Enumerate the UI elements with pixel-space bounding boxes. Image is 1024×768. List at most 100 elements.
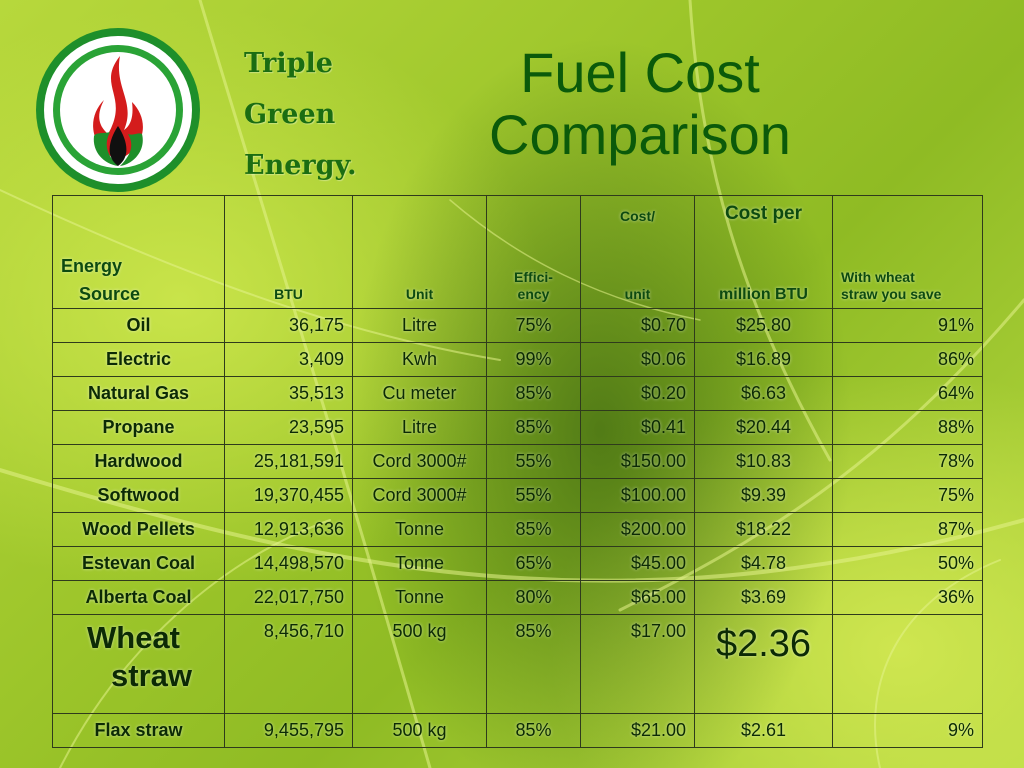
cell-btu: 35,513: [224, 376, 353, 411]
cell-savings: 75%: [832, 478, 983, 513]
cell-cost: $17.00: [580, 614, 695, 714]
header-efficiency: Effici-ency: [486, 195, 581, 309]
table-row: Hardwood 25,181,591 Cord 3000# 55% $150.…: [52, 444, 983, 479]
cell-unit: Tonne: [352, 512, 487, 547]
cell-btu: 25,181,591: [224, 444, 353, 479]
header-save-line-1: With wheat: [841, 269, 915, 285]
cell-source: Wood Pellets: [52, 512, 225, 547]
cell-unit: Cord 3000#: [352, 444, 487, 479]
table-row: Electric 3,409 Kwh 99% $0.06 $16.89 86%: [52, 342, 983, 377]
cell-cost-per-million: $3.69: [694, 580, 833, 615]
table-row: Wood Pellets 12,913,636 Tonne 85% $200.0…: [52, 512, 983, 547]
cell-efficiency: 85%: [486, 713, 581, 748]
table-row: Propane 23,595 Litre 85% $0.41 $20.44 88…: [52, 410, 983, 445]
cell-cost: $0.70: [580, 308, 695, 343]
cell-unit: Cu meter: [352, 376, 487, 411]
cell-cost-per-million: $9.39: [694, 478, 833, 513]
cell-savings: 87%: [832, 512, 983, 547]
cell-source: Natural Gas: [52, 376, 225, 411]
title-line-1: Fuel Cost: [520, 41, 760, 104]
cell-cost: $200.00: [580, 512, 695, 547]
header-unit-label: Unit: [405, 286, 434, 302]
header-efficiency-line-2: ency: [517, 286, 550, 302]
fuel-cost-table: Energy Source BTU Unit Effici-ency Cost/…: [52, 195, 983, 748]
cell-unit: Kwh: [352, 342, 487, 377]
cell-cost-per-million: $10.83: [694, 444, 833, 479]
cell-efficiency: 85%: [486, 410, 581, 445]
cell-efficiency: 85%: [486, 376, 581, 411]
brand-line-3: Energy.: [244, 150, 357, 181]
cell-cost-per-million: $16.89: [694, 342, 833, 377]
cell-cost: $0.20: [580, 376, 695, 411]
header-savings-label: With wheat straw you save: [841, 269, 974, 308]
cell-cost: $0.06: [580, 342, 695, 377]
cell-savings: 91%: [832, 308, 983, 343]
cell-efficiency: 55%: [486, 444, 581, 479]
cell-savings: 9%: [832, 713, 983, 748]
cell-source: Flax straw: [52, 713, 225, 748]
cell-efficiency: 65%: [486, 546, 581, 581]
cell-cost-per-million-highlight: $2.36: [694, 614, 833, 714]
brand-name: Triple Green Energy.: [244, 38, 356, 191]
header-cpm-bottom: million BTU: [719, 286, 808, 303]
cell-btu: 36,175: [224, 308, 353, 343]
table-row: Oil 36,175 Litre 75% $0.70 $25.80 91%: [52, 308, 983, 343]
cell-btu: 8,456,710: [224, 614, 353, 714]
cell-btu: 23,595: [224, 410, 353, 445]
cell-cost: $45.00: [580, 546, 695, 581]
cell-efficiency: 80%: [486, 580, 581, 615]
table-row: Alberta Coal 22,017,750 Tonne 80% $65.00…: [52, 580, 983, 615]
brand-line-1: Triple: [244, 48, 333, 79]
cell-source: Softwood: [52, 478, 225, 513]
header-savings: With wheat straw you save: [832, 195, 983, 309]
cell-savings: 64%: [832, 376, 983, 411]
cell-savings: 36%: [832, 580, 983, 615]
header-cost-bottom: unit: [624, 286, 651, 302]
header-unit: Unit: [352, 195, 487, 309]
cell-savings: 88%: [832, 410, 983, 445]
table-row: Natural Gas 35,513 Cu meter 85% $0.20 $6…: [52, 376, 983, 411]
cell-unit: 500 kg: [352, 614, 487, 714]
cell-cost-per-million: $2.61: [694, 713, 833, 748]
header-cost-per-million-btu: Cost per million BTU: [694, 195, 833, 309]
cell-efficiency: 55%: [486, 478, 581, 513]
cell-source: Propane: [52, 410, 225, 445]
cell-unit: 500 kg: [352, 713, 487, 748]
cell-savings: 86%: [832, 342, 983, 377]
cell-unit: Cord 3000#: [352, 478, 487, 513]
cell-source: Estevan Coal: [52, 546, 225, 581]
table-header-row: Energy Source BTU Unit Effici-ency Cost/…: [52, 195, 983, 309]
header-cost-per-unit: Cost/ unit: [580, 195, 695, 309]
header-energy-source: Energy Source: [52, 195, 225, 309]
cell-cost-per-million: $25.80: [694, 308, 833, 343]
cell-efficiency: 75%: [486, 308, 581, 343]
cell-source: Electric: [52, 342, 225, 377]
wheat-line-1: Wheat: [87, 620, 180, 655]
cell-source-wheat: Wheat straw: [52, 614, 225, 714]
cell-btu: 3,409: [224, 342, 353, 377]
header-source-line-1: Energy: [61, 256, 123, 276]
wheat-line-2: straw: [111, 658, 192, 693]
cell-source: Hardwood: [52, 444, 225, 479]
cell-btu: 22,017,750: [224, 580, 353, 615]
cell-unit: Litre: [352, 308, 487, 343]
header-source-line-2: Source: [79, 284, 141, 304]
cell-savings: [832, 614, 983, 714]
triple-green-logo: [36, 28, 200, 192]
cell-savings: 78%: [832, 444, 983, 479]
cell-btu: 12,913,636: [224, 512, 353, 547]
cell-btu: 14,498,570: [224, 546, 353, 581]
flame-icon: [93, 56, 143, 166]
cell-cost-per-million: $18.22: [694, 512, 833, 547]
cell-cost: $100.00: [580, 478, 695, 513]
table-row: Flax straw 9,455,795 500 kg 85% $21.00 $…: [52, 713, 983, 748]
header-efficiency-label: Effici-ency: [495, 269, 572, 308]
cell-cost: $0.41: [580, 410, 695, 445]
brand-line-2: Green: [244, 99, 336, 130]
header-btu-label: BTU: [274, 286, 303, 302]
cell-cost: $65.00: [580, 580, 695, 615]
cell-source: Alberta Coal: [52, 580, 225, 615]
header-cpm-top: Cost per: [724, 203, 803, 224]
header-save-line-2: straw you save: [841, 286, 942, 302]
cell-efficiency: 99%: [486, 342, 581, 377]
